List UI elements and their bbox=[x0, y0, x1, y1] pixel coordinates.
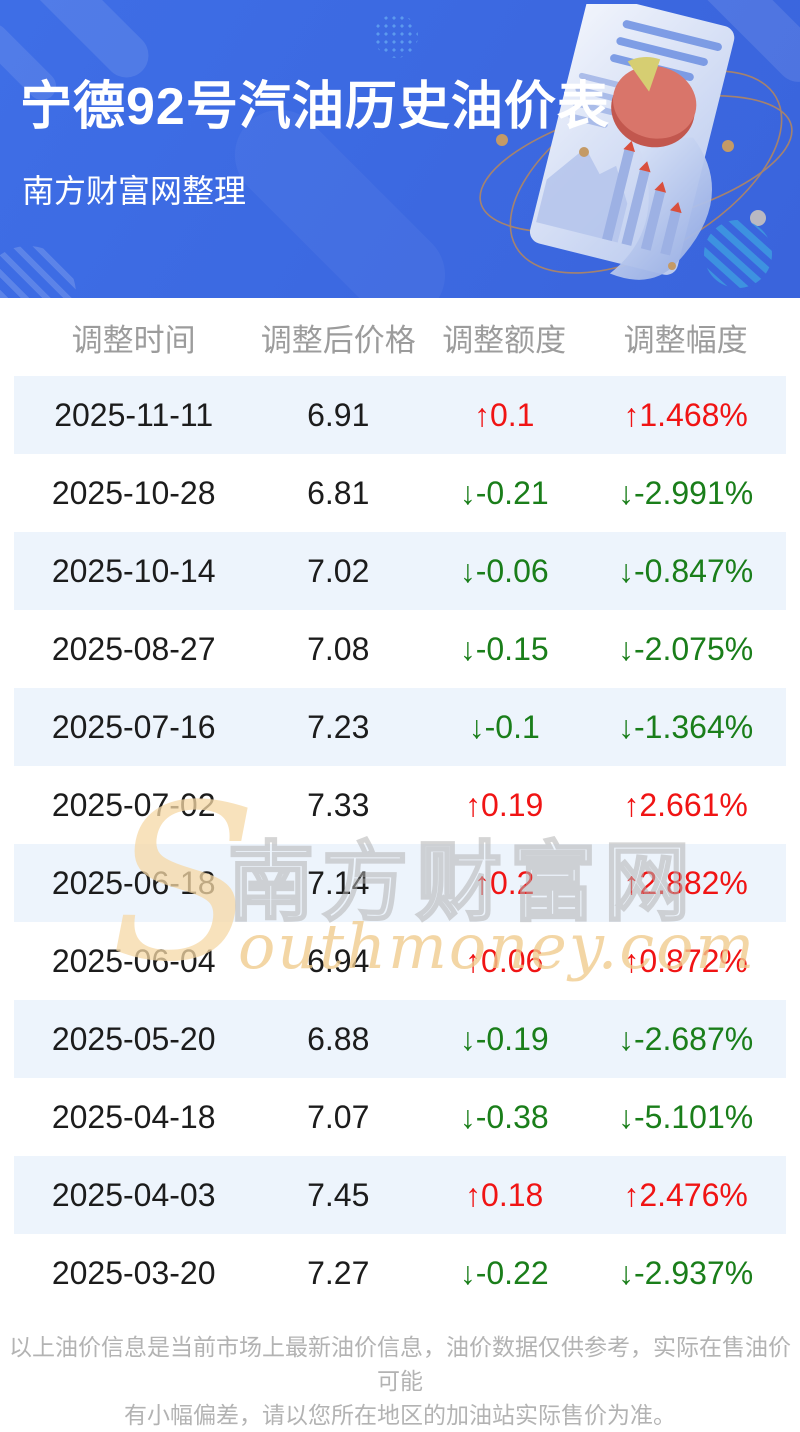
page-subtitle: 南方财富网整理 bbox=[22, 173, 247, 209]
price-cell: 6.81 bbox=[307, 474, 370, 511]
date-cell: 2025-11-11 bbox=[54, 396, 214, 433]
date-cell: 2025-10-28 bbox=[51, 474, 216, 511]
price-cell: 7.08 bbox=[307, 630, 370, 667]
date-cell: 2025-07-02 bbox=[51, 786, 216, 823]
bar-chart-icon bbox=[602, 140, 682, 256]
percent-cell: ↓-5.101% bbox=[618, 1098, 754, 1135]
table-row: 2025-07-02 7.33 ↑0.19 ↑2.661% bbox=[14, 766, 786, 844]
percent-cell: ↓-2.687% bbox=[618, 1020, 754, 1057]
orbit-dots bbox=[496, 134, 766, 270]
percent-cell: ↓-2.937% bbox=[618, 1254, 754, 1291]
header-adjust-percent: 调整幅度 bbox=[623, 322, 748, 358]
change-cell: ↓-0.1 bbox=[468, 708, 540, 745]
percent-cell: ↓-0.847% bbox=[618, 552, 754, 589]
table-row: 2025-08-27 7.08 ↓-0.15 ↓-2.075% bbox=[14, 610, 786, 688]
percent-cell: ↑1.468% bbox=[623, 396, 748, 433]
table-row: 2025-05-20 6.88 ↓-0.19 ↓-2.687% bbox=[14, 1000, 786, 1078]
header-adjust-amount: 调整额度 bbox=[442, 322, 567, 358]
change-cell: ↑0.18 bbox=[465, 1176, 544, 1213]
price-cell: 6.88 bbox=[307, 1020, 370, 1057]
change-cell: ↓-0.06 bbox=[459, 552, 549, 589]
dotted-circle-decoration bbox=[374, 14, 418, 58]
price-cell: 6.91 bbox=[307, 396, 370, 433]
price-cell: 7.02 bbox=[307, 552, 370, 589]
table-row: 2025-06-18 7.14 ↑0.2 ↑2.882% bbox=[14, 844, 786, 922]
table-row: 2025-06-04 6.94 ↑0.06 ↑0.872% bbox=[14, 922, 786, 1000]
change-cell: ↓-0.19 bbox=[459, 1020, 549, 1057]
change-cell: ↑0.06 bbox=[465, 942, 544, 979]
percent-cell: ↑2.882% bbox=[623, 864, 748, 901]
date-cell: 2025-10-14 bbox=[51, 552, 216, 589]
change-cell: ↑0.2 bbox=[473, 864, 535, 901]
disclaimer-line1: 以上油价信息是当前市场上最新油价信息，油价数据仅供参考，实际在售油价可能 bbox=[9, 1334, 791, 1394]
price-cell: 7.45 bbox=[307, 1176, 370, 1213]
table-header-row: 调整时间 调整后价格 调整额度 调整幅度 bbox=[14, 298, 786, 376]
striped-circle-decoration bbox=[0, 246, 76, 298]
date-cell: 2025-06-04 bbox=[51, 942, 216, 979]
mountain-icon bbox=[536, 147, 628, 243]
table-row: 2025-04-18 7.07 ↓-0.38 ↓-5.101% bbox=[14, 1078, 786, 1156]
paper-document bbox=[529, 4, 735, 280]
change-cell: ↓-0.22 bbox=[459, 1254, 549, 1291]
disclaimer-line2: 有小幅偏差，请以您所在地区的加油站实际售价为准。 bbox=[124, 1402, 676, 1428]
price-cell: 7.07 bbox=[307, 1098, 370, 1135]
percent-cell: ↓-2.991% bbox=[618, 474, 754, 511]
change-cell: ↓-0.38 bbox=[459, 1098, 549, 1135]
table-row: 2025-10-14 7.02 ↓-0.06 ↓-0.847% bbox=[14, 532, 786, 610]
date-cell: 2025-06-18 bbox=[51, 864, 216, 901]
price-cell: 7.23 bbox=[307, 708, 370, 745]
change-cell: ↑0.1 bbox=[473, 396, 535, 433]
hero-banner: 宁德92号汽油历史油价表 南方财富网整理 bbox=[0, 0, 800, 298]
page-title: 宁德92号汽油历史油价表 bbox=[20, 78, 610, 136]
change-cell: ↓-0.21 bbox=[459, 474, 549, 511]
table-row: 2025-04-03 7.45 ↑0.18 ↑2.476% bbox=[14, 1156, 786, 1234]
table-row: 2025-07-16 7.23 ↓-0.1 ↓-1.364% bbox=[14, 688, 786, 766]
change-cell: ↑0.19 bbox=[465, 786, 544, 823]
disclaimer: 以上油价信息是当前市场上最新油价信息，油价数据仅供参考，实际在售油价可能 有小幅… bbox=[0, 1330, 800, 1432]
change-cell: ↓-0.15 bbox=[459, 630, 549, 667]
date-cell: 2025-05-20 bbox=[51, 1020, 216, 1057]
header-adjust-date: 调整时间 bbox=[71, 322, 196, 358]
price-table-body: 2025-11-11 6.91 ↑0.1 ↑1.468% 2025-10-28 6.81 ↓… bbox=[0, 376, 800, 1312]
table-row: 2025-10-28 6.81 ↓-0.21 ↓-2.991% bbox=[14, 454, 786, 532]
price-cell: 7.33 bbox=[307, 786, 370, 823]
percent-cell: ↓-1.364% bbox=[618, 708, 754, 745]
date-cell: 2025-04-18 bbox=[51, 1098, 216, 1135]
price-cell: 7.27 bbox=[307, 1254, 370, 1291]
table-row: 2025-11-11 6.91 ↑0.1 ↑1.468% bbox=[14, 376, 786, 454]
percent-cell: ↑2.476% bbox=[623, 1176, 748, 1213]
table-row: 2025-03-20 7.27 ↓-0.22 ↓-2.937% bbox=[14, 1234, 786, 1312]
price-cell: 7.14 bbox=[307, 864, 370, 901]
percent-cell: ↑0.872% bbox=[623, 942, 748, 979]
percent-cell: ↑2.661% bbox=[623, 786, 748, 823]
percent-cell: ↓-2.075% bbox=[618, 630, 754, 667]
date-cell: 2025-03-20 bbox=[51, 1254, 216, 1291]
date-cell: 2025-07-16 bbox=[51, 708, 216, 745]
document-chart-illustration bbox=[479, 4, 793, 288]
date-cell: 2025-04-03 bbox=[51, 1176, 216, 1213]
price-cell: 6.94 bbox=[307, 942, 370, 979]
price-table: 调整时间 调整后价格 调整额度 调整幅度 2025-11-11 6.91 ↑0.1 ↑… bbox=[0, 298, 800, 1312]
date-cell: 2025-08-27 bbox=[51, 630, 216, 667]
pie-chart-icon bbox=[611, 56, 697, 148]
header-adjusted-price: 调整后价格 bbox=[260, 322, 416, 358]
